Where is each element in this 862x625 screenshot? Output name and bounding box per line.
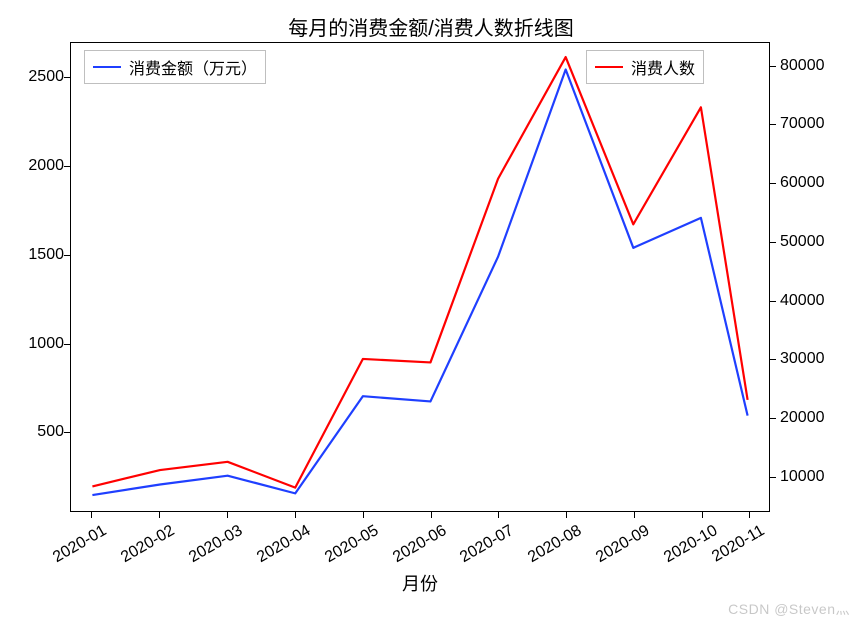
plot-area — [70, 42, 770, 512]
ytick-right: 70000 — [780, 116, 850, 132]
xtick-mark — [295, 512, 296, 518]
legend-right: 消费人数 — [586, 50, 704, 84]
line-consumer-count — [92, 57, 747, 488]
ytick-right-mark — [770, 359, 776, 360]
xtick-mark — [159, 512, 160, 518]
ytick-left-mark — [64, 432, 70, 433]
ytick-right-mark — [770, 242, 776, 243]
ytick-right-mark — [770, 301, 776, 302]
xtick-mark — [431, 512, 432, 518]
xtick-mark — [498, 512, 499, 518]
xtick-mark — [749, 512, 750, 518]
ytick-right: 60000 — [780, 175, 850, 191]
ytick-right-mark — [770, 477, 776, 478]
x-axis-label: 月份 — [390, 570, 450, 596]
ytick-left-mark — [64, 344, 70, 345]
ytick-left: 2000 — [4, 158, 64, 174]
ytick-left: 500 — [4, 424, 64, 440]
line-consumption-amount — [92, 69, 747, 495]
ytick-left-mark — [64, 77, 70, 78]
ytick-right: 20000 — [780, 410, 850, 426]
ytick-left: 2500 — [4, 69, 64, 85]
ytick-right-mark — [770, 66, 776, 67]
ytick-right: 50000 — [780, 234, 850, 250]
legend-left: 消费金额（万元） — [84, 50, 266, 84]
ytick-right: 80000 — [780, 58, 850, 74]
xtick-mark — [227, 512, 228, 518]
xtick-mark — [566, 512, 567, 518]
ytick-left-mark — [64, 166, 70, 167]
ytick-right: 10000 — [780, 469, 850, 485]
ytick-right-mark — [770, 124, 776, 125]
ytick-right-mark — [770, 418, 776, 419]
ytick-right: 30000 — [780, 351, 850, 367]
ytick-right: 40000 — [780, 293, 850, 309]
legend-left-swatch — [93, 66, 121, 68]
chart-title: 每月的消费金额/消费人数折线图 — [0, 12, 862, 41]
ytick-right-mark — [770, 183, 776, 184]
watermark: CSDN @Steven灬 — [728, 599, 850, 619]
legend-right-label: 消费人数 — [631, 55, 695, 79]
ytick-left: 1500 — [4, 247, 64, 263]
ytick-left: 1000 — [4, 336, 64, 352]
legend-right-swatch — [595, 66, 623, 68]
ytick-left-mark — [64, 255, 70, 256]
xtick-mark — [363, 512, 364, 518]
xtick-mark — [702, 512, 703, 518]
xtick-mark — [634, 512, 635, 518]
line-series-svg — [71, 43, 769, 511]
legend-left-label: 消费金额（万元） — [129, 55, 257, 79]
xtick-mark — [91, 512, 92, 518]
